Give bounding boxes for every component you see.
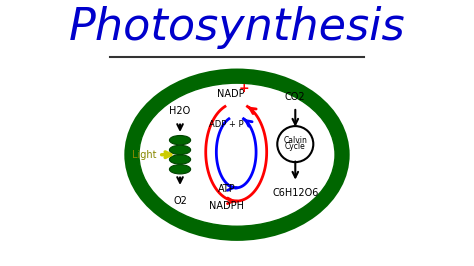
Text: ATP: ATP bbox=[218, 184, 236, 194]
Ellipse shape bbox=[169, 145, 191, 155]
Text: H2O: H2O bbox=[169, 106, 191, 116]
Text: ADP + P: ADP + P bbox=[209, 120, 243, 129]
Text: NADP: NADP bbox=[217, 89, 244, 99]
Text: CO2: CO2 bbox=[285, 92, 306, 102]
Ellipse shape bbox=[169, 135, 191, 145]
Text: C6H12O6: C6H12O6 bbox=[272, 188, 319, 198]
Circle shape bbox=[277, 126, 313, 162]
Text: Photosynthesis: Photosynthesis bbox=[69, 6, 405, 49]
Text: +: + bbox=[239, 82, 250, 95]
Ellipse shape bbox=[169, 165, 191, 174]
Text: Calvin: Calvin bbox=[283, 136, 307, 146]
Text: Light: Light bbox=[132, 150, 156, 160]
Ellipse shape bbox=[139, 83, 335, 226]
Text: NADPH: NADPH bbox=[210, 201, 245, 211]
Ellipse shape bbox=[126, 70, 348, 239]
Text: Cycle: Cycle bbox=[285, 142, 306, 151]
Text: O2: O2 bbox=[173, 196, 187, 206]
Ellipse shape bbox=[169, 155, 191, 164]
